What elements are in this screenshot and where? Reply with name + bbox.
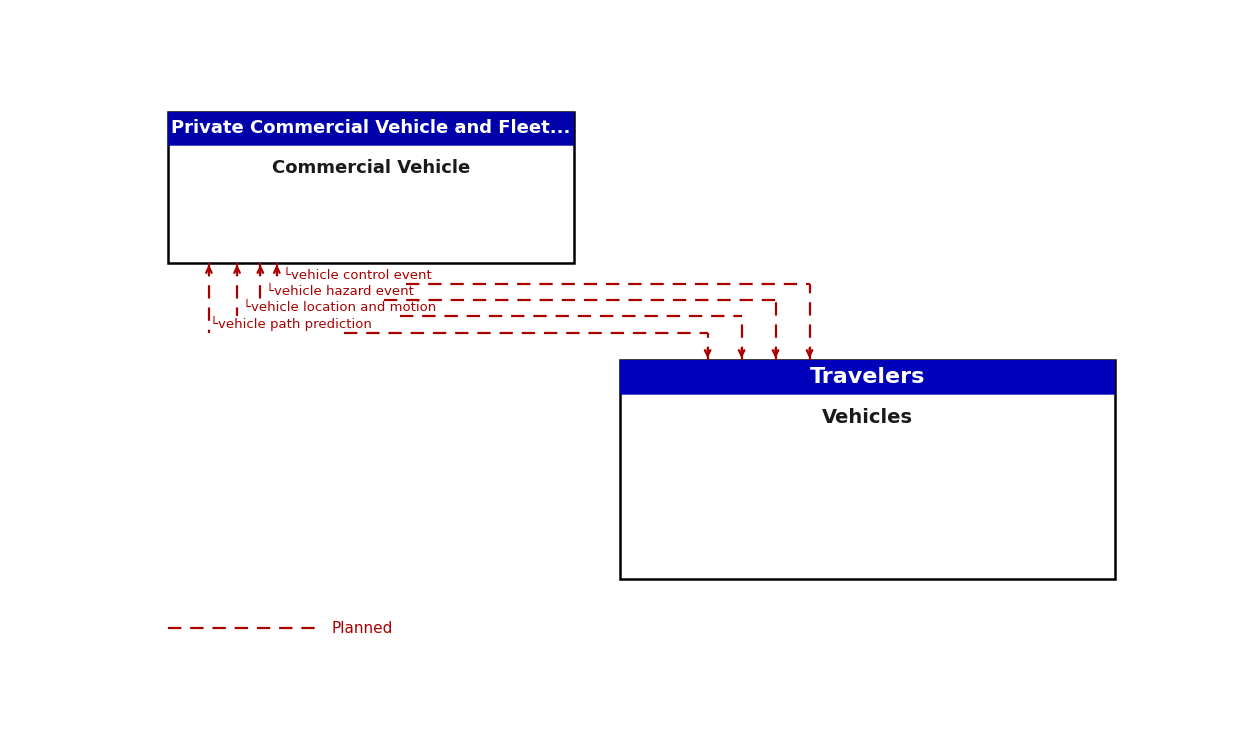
Bar [168, 111, 573, 263]
Text: Vehicles: Vehicles [823, 408, 913, 427]
Text: └vehicle location and motion: └vehicle location and motion [243, 301, 436, 314]
Text: └vehicle control event: └vehicle control event [283, 269, 432, 282]
Text: └vehicle hazard event: └vehicle hazard event [267, 285, 414, 298]
Text: Travelers: Travelers [810, 367, 925, 387]
Text: └vehicle path prediction: └vehicle path prediction [210, 316, 372, 331]
Bar [620, 361, 1116, 580]
Text: Commercial Vehicle: Commercial Vehicle [272, 159, 470, 177]
Bar [168, 111, 573, 145]
Text: Private Commercial Vehicle and Fleet...: Private Commercial Vehicle and Fleet... [172, 120, 571, 138]
Bar [620, 361, 1116, 394]
Text: Planned: Planned [331, 621, 393, 636]
